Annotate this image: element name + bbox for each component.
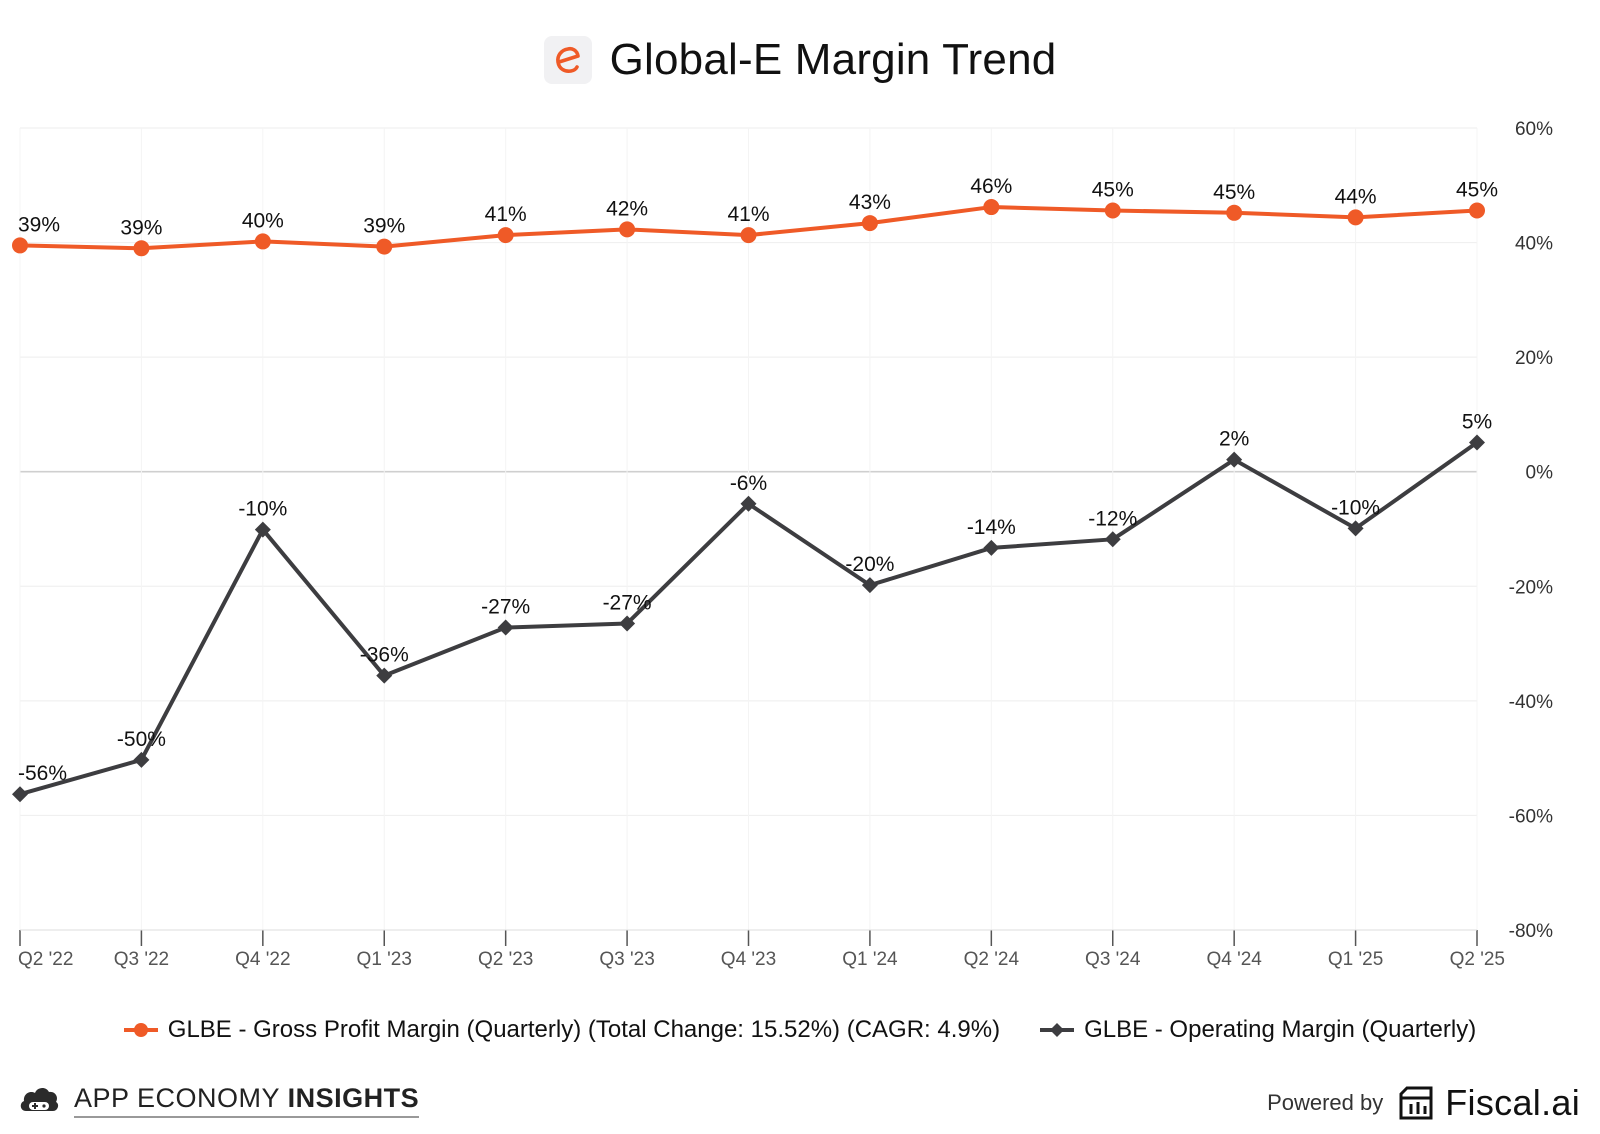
- gross-margin-data-label: 39%: [363, 215, 405, 238]
- x-tick-label: Q2 '23: [478, 949, 533, 970]
- chart-title: Global-E Margin Trend: [609, 35, 1057, 84]
- operating-margin-data-label: -14%: [967, 516, 1016, 539]
- x-tick-label: Q1 '24: [842, 949, 898, 970]
- gross-margin-point: [983, 199, 1000, 216]
- operating-margin-point: [1226, 451, 1243, 468]
- operating-margin-data-label: -20%: [845, 553, 894, 576]
- gross-margin-data-label: 41%: [727, 203, 769, 226]
- powered-by-label: Powered by: [1267, 1090, 1384, 1115]
- cloud-gamepad-icon: [20, 1087, 59, 1111]
- margin-line-chart: 60% 40% 20% 0% -20% -40% -60% -80% Q2 '22 Q3 '22 Q…: [12, 119, 1554, 970]
- x-tick-label: Q4 '24: [1206, 949, 1262, 970]
- x-tick-label: Q3 '22: [114, 949, 169, 970]
- gross-margin-point: [12, 237, 28, 254]
- app-economy-insights-brand: APP ECONOMY INSIGHTS: [18, 1078, 420, 1122]
- gross-margin-point: [497, 227, 514, 244]
- gross-margin-point: [133, 240, 150, 257]
- gross-margin-data-label: 41%: [485, 203, 527, 226]
- x-tick-label: Q3 '24: [1085, 949, 1141, 970]
- legend-item-operating-margin[interactable]: GLBE - Operating Margin (Quarterly): [1040, 1016, 1476, 1044]
- gross-margin-data-label: 45%: [1456, 178, 1498, 201]
- operating-margin-point: [983, 539, 1000, 556]
- gross-margin-data-label: 39%: [120, 216, 162, 239]
- y-tick-label: -20%: [1509, 577, 1553, 598]
- operating-margin-data-label: -50%: [117, 728, 166, 751]
- gross-margin-point: [1226, 204, 1243, 221]
- y-tick-label: 40%: [1515, 234, 1553, 255]
- x-tick-label: Q4 '22: [235, 949, 290, 970]
- x-tick-label: Q2 '25: [1450, 949, 1505, 970]
- global-e-logo-icon: [543, 36, 592, 84]
- legend-item-gross-margin[interactable]: GLBE - Gross Profit Margin (Quarterly) (…: [123, 1016, 1001, 1044]
- legend-gross-margin-label: GLBE - Gross Profit Margin (Quarterly) (…: [167, 1016, 1001, 1043]
- operating-margin-point: [740, 495, 757, 512]
- gross-margin-data-label: 45%: [1213, 181, 1255, 204]
- operating-margin-data-label: -27%: [481, 596, 530, 619]
- y-tick-label: 0%: [1526, 463, 1554, 484]
- operating-margin-data-label: -12%: [1088, 507, 1137, 530]
- operating-margin-data-label: 5%: [1462, 410, 1492, 433]
- operating-margin-point: [861, 577, 878, 594]
- powered-by-fiscal: Powered by Fiscal.ai: [1267, 1080, 1580, 1126]
- gross-margin-point: [254, 233, 271, 250]
- operating-margin-point: [12, 786, 28, 803]
- y-tick-label: 20%: [1515, 348, 1553, 369]
- operating-margin-point: [376, 667, 393, 684]
- brand-name: APP ECONOMY INSIGHTS: [74, 1082, 420, 1118]
- operating-margin-data-label: -10%: [238, 498, 287, 521]
- operating-margin-point: [1469, 434, 1485, 451]
- gross-margin-data-label: 43%: [849, 191, 891, 214]
- x-tick-label: Q4 '23: [721, 949, 776, 970]
- operating-margin-data-label: 2%: [1219, 428, 1249, 451]
- x-tick-label: Q3 '23: [599, 949, 654, 970]
- operating-margin-data-label: -6%: [730, 472, 767, 495]
- operating-margin-point: [133, 751, 150, 768]
- operating-margin-data-label: -36%: [360, 644, 409, 667]
- x-tick-label: Q1 '25: [1328, 949, 1383, 970]
- x-tick-label: Q2 '24: [964, 949, 1020, 970]
- x-tick-label: Q1 '23: [357, 949, 412, 970]
- gross-margin-data-label: 39%: [18, 213, 60, 236]
- y-tick-label: -40%: [1509, 692, 1553, 713]
- fiscal-logo-icon: [1399, 1086, 1433, 1120]
- operating-margin-point: [1347, 520, 1364, 537]
- legend-gross-margin-marker: [123, 1023, 158, 1037]
- gross-margin-data-label: 44%: [1335, 185, 1377, 208]
- operating-margin-data-label: -56%: [18, 762, 67, 785]
- operating-margin-point: [1104, 531, 1121, 548]
- gross-margin-point: [1469, 202, 1485, 219]
- y-tick-label: -60%: [1509, 806, 1553, 827]
- gross-margin-data-label: 45%: [1092, 178, 1134, 201]
- operating-margin-point: [497, 619, 514, 636]
- gross-margin-point: [619, 221, 636, 238]
- gross-margin-data-label: 40%: [242, 209, 284, 232]
- legend-operating-margin-marker: [1040, 1023, 1075, 1037]
- brand-name-bold: INSIGHTS: [287, 1082, 420, 1113]
- gross-margin-point: [740, 227, 757, 244]
- operating-margin-data-label: -10%: [1331, 496, 1380, 519]
- gross-margin-point: [1104, 202, 1121, 219]
- legend-operating-margin-label: GLBE - Operating Margin (Quarterly): [1084, 1016, 1477, 1043]
- gross-margin-data-label: 46%: [970, 175, 1012, 198]
- brand-name-regular: APP ECONOMY: [74, 1082, 288, 1113]
- operating-margin-data-label: -27%: [603, 592, 652, 615]
- gross-margin-point: [861, 215, 878, 232]
- operating-margin-point: [619, 615, 636, 632]
- operating-margin-point: [254, 521, 271, 538]
- y-tick-label: -80%: [1509, 921, 1553, 942]
- gross-margin-point: [376, 238, 393, 255]
- gross-margin-data-label: 42%: [606, 197, 648, 220]
- fiscal-brand-name: Fiscal.ai: [1445, 1082, 1580, 1123]
- chart-header: Global-E Margin Trend: [0, 30, 1600, 90]
- chart-legend: GLBE - Gross Profit Margin (Quarterly) (…: [0, 1010, 1600, 1050]
- y-tick-label: 60%: [1515, 119, 1553, 140]
- x-tick-label: Q2 '22: [18, 949, 73, 970]
- gross-margin-point: [1347, 209, 1364, 226]
